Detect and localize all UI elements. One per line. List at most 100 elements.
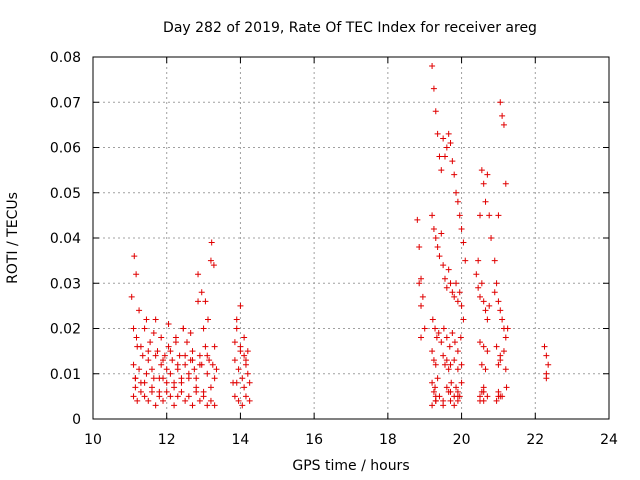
- data-point: [460, 316, 467, 323]
- data-point: [443, 334, 450, 341]
- data-point: [193, 384, 200, 391]
- data-point: [497, 357, 504, 364]
- data-point: [246, 397, 253, 404]
- data-point: [204, 352, 211, 359]
- data-point: [495, 298, 502, 305]
- x-tick-label: 18: [379, 432, 397, 448]
- data-point: [235, 397, 242, 404]
- data-point: [204, 370, 211, 377]
- data-point: [139, 352, 146, 359]
- data-point: [499, 112, 506, 119]
- data-point: [433, 334, 440, 341]
- data-point: [207, 397, 214, 404]
- data-point: [189, 357, 196, 364]
- data-point: [156, 393, 163, 400]
- data-point: [414, 216, 421, 223]
- data-point: [500, 325, 507, 332]
- data-point: [231, 393, 238, 400]
- data-point: [189, 402, 196, 409]
- data-point: [241, 384, 248, 391]
- data-point: [185, 393, 192, 400]
- data-point: [160, 357, 167, 364]
- data-point: [204, 316, 211, 323]
- data-point: [499, 316, 506, 323]
- data-point: [430, 85, 437, 92]
- data-point: [183, 339, 190, 346]
- data-point: [449, 330, 456, 337]
- data-point: [446, 343, 453, 350]
- data-point: [421, 325, 428, 332]
- data-point: [482, 198, 489, 205]
- x-axis-label: GPS time / hours: [292, 458, 409, 474]
- data-point: [488, 235, 495, 241]
- data-point: [182, 352, 189, 359]
- data-point: [448, 379, 455, 386]
- x-tick-label: 10: [84, 432, 102, 448]
- data-point: [458, 361, 465, 368]
- data-point: [196, 361, 203, 368]
- data-point: [163, 388, 170, 395]
- data-point: [174, 361, 181, 368]
- data-point: [202, 343, 209, 350]
- data-point: [137, 388, 144, 395]
- y-tick-label: 0.02: [50, 322, 81, 338]
- data-point: [493, 397, 500, 404]
- data-point: [171, 402, 178, 409]
- data-point: [419, 293, 426, 300]
- y-tick-label: 0.01: [50, 367, 81, 383]
- data-point: [454, 298, 461, 305]
- data-point: [134, 397, 141, 404]
- data-point: [182, 361, 189, 368]
- data-point: [484, 171, 491, 178]
- data-point: [231, 339, 238, 346]
- data-point: [451, 357, 458, 364]
- data-point: [451, 171, 458, 178]
- data-point: [454, 198, 461, 205]
- data-point: [477, 339, 483, 346]
- data-point: [136, 307, 143, 314]
- data-point: [447, 280, 454, 287]
- data-point: [440, 135, 447, 142]
- data-point: [460, 239, 467, 246]
- x-tick-label: 20: [453, 432, 471, 448]
- data-point: [178, 379, 185, 386]
- data-point: [242, 393, 249, 400]
- data-point: [457, 334, 464, 341]
- data-point: [195, 298, 202, 305]
- data-point: [145, 348, 152, 355]
- data-point: [233, 325, 240, 332]
- data-point: [473, 271, 480, 278]
- data-point: [543, 375, 550, 382]
- data-point: [147, 339, 154, 346]
- data-point: [434, 375, 441, 382]
- data-point: [441, 153, 448, 160]
- data-point: [242, 357, 249, 364]
- data-point: [478, 167, 485, 174]
- data-point: [449, 289, 456, 296]
- data-point: [154, 348, 161, 355]
- data-point: [244, 348, 251, 355]
- y-axis-label: ROTI / TECUs: [5, 192, 21, 284]
- data-point: [462, 257, 469, 264]
- data-point: [447, 397, 454, 404]
- data-point: [443, 284, 450, 291]
- data-point: [137, 343, 144, 350]
- data-point: [158, 361, 165, 368]
- data-point: [486, 212, 493, 219]
- plot-frame: [92, 56, 610, 420]
- data-point: [497, 307, 504, 314]
- data-point: [150, 330, 157, 337]
- y-tick-label: 0.04: [50, 231, 81, 247]
- data-point: [451, 339, 458, 346]
- data-point: [132, 384, 139, 391]
- x-tick-label: 14: [232, 432, 250, 448]
- data-point: [484, 393, 491, 400]
- data-point: [429, 316, 436, 323]
- data-point: [130, 393, 137, 400]
- data-point: [178, 388, 185, 395]
- data-point: [143, 370, 150, 377]
- data-point: [141, 393, 148, 400]
- data-point: [196, 352, 203, 359]
